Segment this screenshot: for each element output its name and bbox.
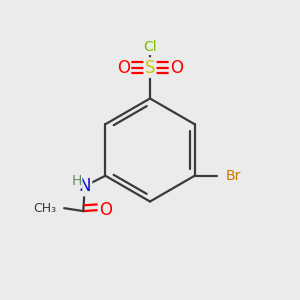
- Text: S: S: [145, 58, 155, 76]
- Text: O: O: [99, 201, 112, 219]
- Text: H: H: [71, 174, 82, 188]
- Text: CH₃: CH₃: [34, 202, 57, 215]
- Text: Br: Br: [226, 169, 241, 183]
- Text: O: O: [117, 58, 130, 76]
- Text: O: O: [170, 58, 183, 76]
- Text: Cl: Cl: [143, 40, 157, 54]
- Text: N: N: [79, 177, 91, 195]
